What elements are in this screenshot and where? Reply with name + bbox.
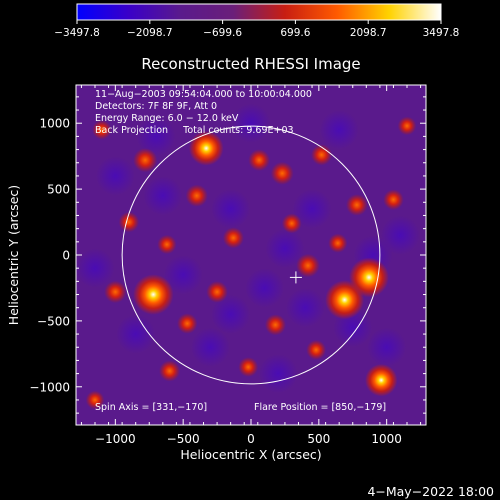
colorbar-tick-label: 2098.7 [350,27,387,39]
y-axis-ticks: −1000 −500 0 500 1000 [29,96,426,414]
hot-spot [157,234,177,255]
hot-spot [85,390,105,410]
cool-region [367,327,407,367]
cool-region [292,189,332,229]
hot-spot [306,339,327,360]
annotation-energy-range: Energy Range: 6.0 − 12.0 keV [95,113,239,124]
hot-spot [206,281,228,303]
cool-region [285,288,325,328]
x-tick-label: −1000 [95,432,136,446]
footer-date: 4−May−2022 18:00 [367,484,494,499]
hot-spot [383,189,404,210]
x-tick-label: 500 [307,432,330,446]
cool-region [163,255,203,295]
cool-region [190,327,230,367]
hot-spot [118,211,140,233]
annotation-detectors: Detectors: 7F 8F 9F, Att 0 [95,101,217,112]
hot-spot [188,130,224,166]
colorbar-tick-label: 3497.8 [423,27,460,39]
hot-spot [365,363,398,397]
hot-spot [270,161,294,185]
hot-spot [133,274,174,315]
hot-spot [104,280,127,304]
hot-spot [310,144,333,166]
cool-region [258,354,298,394]
hot-spot [281,213,302,234]
y-tick-label: 0 [62,249,70,263]
cool-region [380,215,420,255]
cool-region [95,156,135,196]
chart-title: Reconstructed RHESSI Image [141,55,360,73]
colorbar-tick-label: −2098.7 [127,27,173,39]
hot-spot [264,314,286,336]
hot-spot [238,357,259,377]
y-tick-label: −1000 [29,380,70,394]
colorbar [76,3,442,21]
flare-position-label: Flare Position = [850,−179] [254,402,386,413]
annotation-time-range: 11−Aug−2003 09:54:04.000 to 10:00:04.000 [95,89,312,100]
colorbar-tick-label: −699.6 [203,27,242,39]
y-axis-label: Heliocentric Y (arcsec) [6,185,21,325]
cool-regions [76,103,420,394]
cool-region [245,268,285,308]
y-tick-label: 1000 [39,117,70,131]
cool-region [319,110,359,150]
colorbar-tick-label: −3497.8 [54,27,100,39]
y-tick-label: 500 [47,183,70,197]
cool-region [211,294,251,334]
hot-spot [296,253,320,278]
cool-region [211,189,251,229]
x-tick-label: −500 [167,432,200,446]
x-tick-label: 0 [247,432,255,446]
flare-crosshair-icon [289,271,302,284]
hot-spot [185,184,208,207]
hot-spot [397,116,417,136]
colorbar-ticks: −3497.8 −2098.7 −699.6 699.6 2098.7 3497.8 [54,20,459,39]
colorbar-tick-label: 699.6 [280,27,310,39]
spin-axis-label: Spin Axis = [331,−170] [95,402,207,413]
hot-spot [133,148,158,173]
hot-spot [248,149,270,171]
x-tick-label: 1000 [371,432,402,446]
annotation-counts: Back Projection Total counts: 9.69E+03 [95,125,294,136]
solar-limb-circle [121,125,381,385]
y-tick-label: −500 [37,314,70,328]
cool-region [143,176,183,216]
x-axis-label: Heliocentric X (arcsec) [180,447,321,462]
hot-spot [159,360,181,382]
cool-region [76,248,115,288]
cool-region [231,103,271,143]
hot-spots [85,116,417,410]
hot-spot [345,194,368,216]
cool-region [116,314,156,354]
hot-spot [349,257,389,298]
hot-spot [92,120,112,140]
plot-area [76,85,426,425]
hot-spot [222,227,244,249]
hot-spot [328,233,348,253]
cool-region [265,228,305,268]
x-axis-ticks: −1000 −500 0 500 1000 [80,85,422,446]
cool-region [136,116,176,156]
hot-spot [177,313,198,334]
